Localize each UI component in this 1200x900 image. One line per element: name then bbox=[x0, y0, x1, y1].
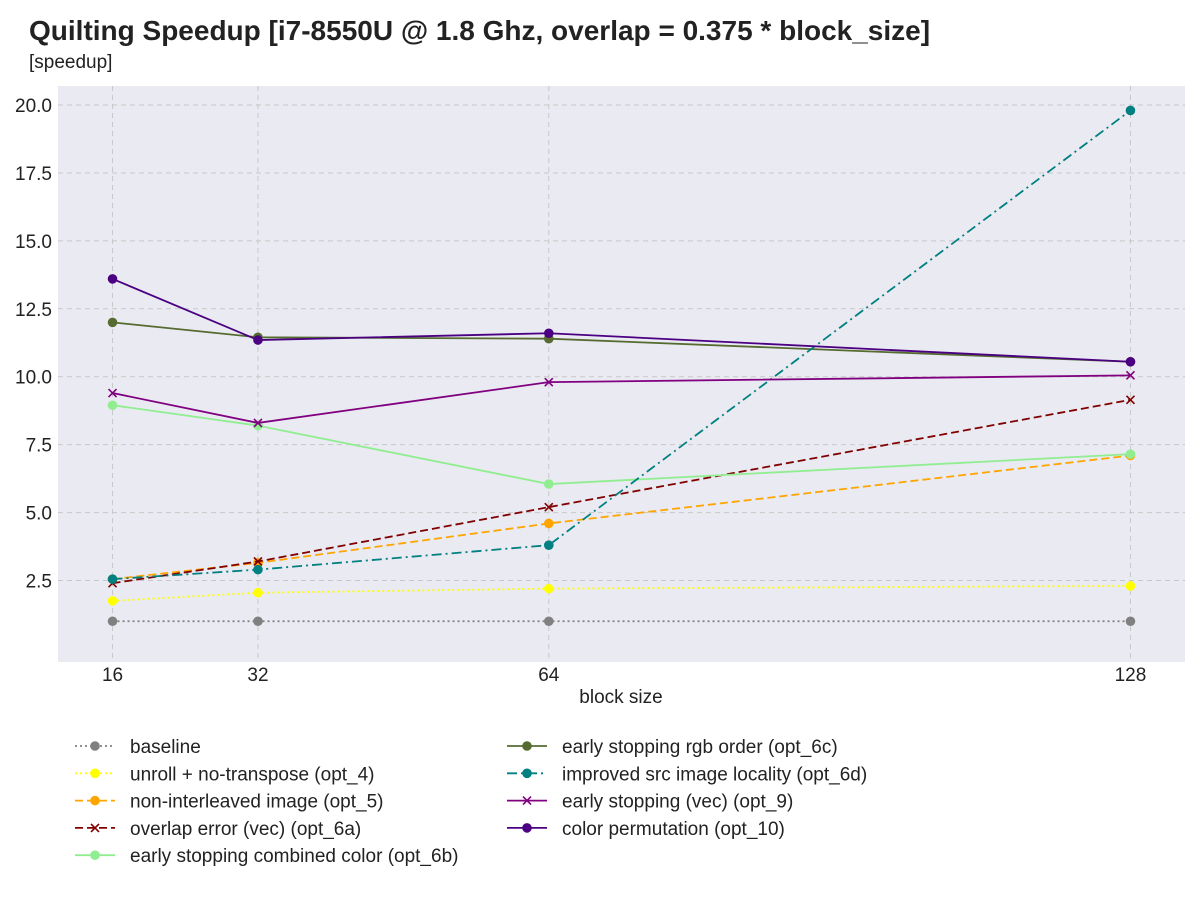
data-point bbox=[544, 377, 554, 387]
legend-item: baseline bbox=[75, 737, 201, 758]
series-color-permutation-opt-10 bbox=[107, 274, 1136, 367]
series-line bbox=[112, 278, 1131, 363]
legend-item: early stopping combined color (opt_6b) bbox=[75, 846, 458, 867]
data-point bbox=[543, 583, 554, 594]
legend-label: baseline bbox=[130, 737, 201, 758]
data-point bbox=[1125, 370, 1136, 380]
legend-item: early stopping rgb order (opt_6c) bbox=[507, 737, 838, 758]
x-ticks: 16 32 64 128 bbox=[102, 665, 1146, 686]
legend-label: overlap error (vec) (opt_6a) bbox=[130, 819, 361, 840]
series-line bbox=[112, 454, 1131, 581]
data-point bbox=[544, 502, 554, 512]
legend-label: non-interleaved image (opt_5) bbox=[130, 792, 384, 813]
x-tick-label: 64 bbox=[538, 665, 560, 686]
y-tick-label: 2.5 bbox=[26, 571, 52, 592]
plot-area bbox=[58, 86, 1185, 662]
data-point bbox=[543, 616, 554, 627]
data-point bbox=[1125, 449, 1136, 459]
legend-label: improved src image locality (opt_6d) bbox=[562, 764, 867, 785]
data-point bbox=[90, 850, 100, 860]
series-line bbox=[112, 398, 1131, 585]
y-tick-label: 10.0 bbox=[15, 368, 52, 389]
series-line bbox=[112, 321, 1131, 363]
series-early-stopping-combined-color-opt-6b bbox=[107, 400, 1136, 489]
legend-item: unroll + no-transpose (opt_4) bbox=[75, 764, 375, 785]
data-point bbox=[1125, 105, 1136, 116]
data-point bbox=[253, 556, 263, 567]
series-early-stopping-vec-opt-9 bbox=[107, 370, 1136, 428]
data-point bbox=[253, 616, 263, 627]
data-point bbox=[107, 574, 118, 584]
data-point bbox=[90, 768, 100, 779]
legend-label: early stopping (vec) (opt_9) bbox=[562, 792, 793, 813]
series-line bbox=[112, 109, 1132, 581]
legend: baseline unroll + no-transpose (opt_4)non… bbox=[75, 737, 867, 867]
data-point bbox=[522, 768, 532, 779]
data-point bbox=[107, 274, 118, 284]
data-point bbox=[107, 388, 118, 398]
data-point bbox=[107, 616, 118, 627]
x-tick-label: 128 bbox=[1115, 665, 1147, 686]
legend-label: early stopping rgb order (opt_6c) bbox=[562, 737, 838, 758]
series-unroll-no-transpose-opt-4 bbox=[107, 581, 1136, 606]
data-point bbox=[90, 823, 100, 833]
y-tick-label: 12.5 bbox=[15, 300, 52, 321]
y-tick-label: 15.0 bbox=[15, 232, 52, 253]
data-point bbox=[1125, 581, 1136, 591]
x-axis-label: block size bbox=[579, 687, 662, 708]
legend-item: overlap error (vec) (opt_6a) bbox=[75, 819, 361, 840]
legend-item: early stopping (vec) (opt_9) bbox=[507, 792, 793, 813]
data-point bbox=[1125, 616, 1136, 627]
series-improved-src-image-locality-opt-6d bbox=[107, 105, 1136, 584]
data-point bbox=[253, 335, 263, 345]
legend-label: early stopping combined color (opt_6b) bbox=[130, 846, 458, 867]
data-point bbox=[90, 741, 100, 751]
x-tick-label: 16 bbox=[102, 665, 123, 686]
data-point bbox=[107, 596, 118, 606]
data-point bbox=[543, 479, 554, 489]
legend-label: unroll + no-transpose (opt_4) bbox=[130, 764, 375, 785]
data-point bbox=[253, 587, 263, 598]
series-overlap-error-vec-opt-6a bbox=[107, 395, 1136, 588]
data-point bbox=[522, 796, 532, 806]
legend-label: color permutation (opt_10) bbox=[562, 819, 785, 840]
y-tick-label: 5.0 bbox=[26, 504, 52, 525]
data-point bbox=[522, 741, 532, 751]
data-point bbox=[1125, 395, 1136, 405]
data-point bbox=[522, 823, 532, 833]
data-point bbox=[543, 540, 554, 550]
y-tick-label: 17.5 bbox=[15, 164, 52, 185]
series-line bbox=[112, 585, 1131, 602]
data-point bbox=[543, 328, 554, 339]
data-point bbox=[107, 317, 118, 328]
y-tick-label: 7.5 bbox=[26, 436, 52, 457]
data-point bbox=[107, 400, 118, 411]
series-line bbox=[112, 374, 1131, 424]
data-point bbox=[253, 564, 263, 575]
legend-item: non-interleaved image (opt_5) bbox=[75, 792, 384, 813]
x-tick-label: 32 bbox=[247, 665, 268, 686]
data-point bbox=[1125, 356, 1136, 367]
data-point bbox=[543, 518, 554, 529]
data-point bbox=[253, 418, 263, 428]
series-group bbox=[107, 105, 1136, 627]
y-ticks: 2.5 5.0 7.5 10.0 12.5 15.0 17.5 20.0 bbox=[15, 96, 52, 592]
series-line bbox=[112, 404, 1131, 485]
series-baseline bbox=[107, 616, 1136, 627]
legend-item: improved src image locality (opt_6d) bbox=[507, 764, 867, 785]
legend-item: color permutation (opt_10) bbox=[507, 819, 785, 840]
chart-title: Quilting Speedup [i7-8550U @ 1.8 Ghz, ov… bbox=[29, 15, 931, 46]
y-axis-label: [speedup] bbox=[29, 52, 113, 73]
data-point bbox=[90, 795, 100, 806]
y-tick-label: 20.0 bbox=[15, 96, 52, 117]
